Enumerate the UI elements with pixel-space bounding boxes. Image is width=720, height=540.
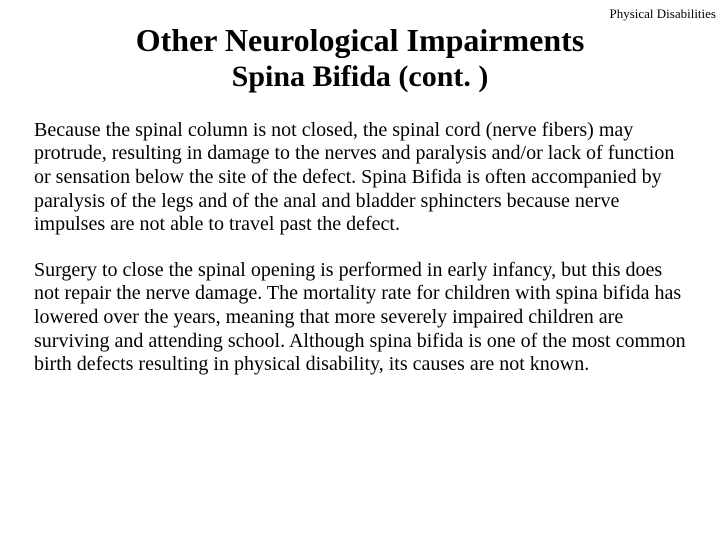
header-category-label: Physical Disabilities	[609, 6, 716, 22]
slide-title-line2: Spina Bifida (cont. )	[70, 59, 650, 95]
body-paragraph-1: Because the spinal column is not closed,…	[34, 119, 690, 237]
slide-title-line1: Other Neurological Impairments	[70, 22, 650, 59]
body-paragraph-2: Surgery to close the spinal opening is p…	[34, 259, 690, 377]
slide-body: Because the spinal column is not closed,…	[0, 95, 720, 377]
